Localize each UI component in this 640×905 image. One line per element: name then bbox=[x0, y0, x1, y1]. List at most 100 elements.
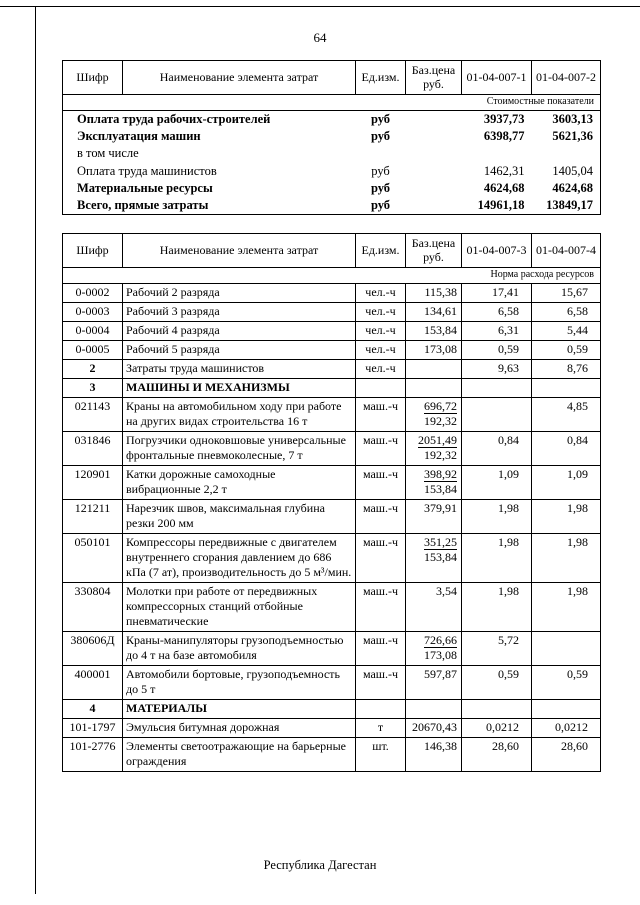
cell-unit bbox=[356, 145, 406, 162]
column-header: Шифр bbox=[62, 60, 123, 95]
cell-value-2: 0,0212 bbox=[531, 717, 601, 738]
cell-name: Эксплуатация машин bbox=[77, 129, 201, 144]
cell-price: 726,66 173,08 bbox=[405, 630, 462, 666]
table-row: Всего, прямые затраты руб 14961,18 13849,17 bbox=[63, 197, 601, 215]
cell-price bbox=[406, 180, 462, 197]
cell-value-1: 0,84 bbox=[461, 430, 532, 466]
table-row: 120901 Катки дорожные самоходные вибрацио… bbox=[62, 464, 601, 500]
table-row: 0-0005 Рабочий 5 разряда чел.-ч 173,08 0,59 0… bbox=[62, 339, 601, 360]
column-header: 01-04-007-2 bbox=[531, 60, 601, 95]
cell-price: 2051,49 192,32 bbox=[405, 430, 462, 466]
table-row: 121211 Нарезчик швов, максимальная глубин… bbox=[62, 498, 601, 534]
price-denominator: 192,32 bbox=[424, 447, 457, 462]
cell-value-2: 4624,68 bbox=[552, 180, 593, 195]
cell-value-1 bbox=[462, 145, 532, 162]
cell-value-1: 0,59 bbox=[461, 339, 532, 360]
cell-price bbox=[406, 128, 462, 145]
scan-border-left bbox=[35, 6, 36, 894]
page-number: 64 bbox=[313, 30, 327, 45]
cell-value-1: 0,59 bbox=[461, 664, 532, 700]
column-header: Шифр bbox=[62, 233, 123, 268]
cell-value-2: 13849,17 bbox=[546, 198, 593, 213]
cell-price: 20670,43 bbox=[405, 717, 462, 738]
table-row: 0-0004 Рабочий 4 разряда чел.-ч 153,84 6,31 5… bbox=[62, 320, 601, 341]
table-row: 101-2776 Элементы светоотражающие на барь… bbox=[62, 736, 601, 772]
cell-price bbox=[406, 145, 462, 162]
table-row: Оплата труда рабочих-строителей руб 3937,7… bbox=[63, 110, 601, 128]
cell-name: МАШИНЫ И МЕХАНИЗМЫ bbox=[122, 377, 356, 398]
cell-name: Автомобили бортовые, грузоподъемность до… bbox=[122, 664, 356, 700]
cell-name: Молотки при работе от передвижных компре… bbox=[122, 581, 356, 632]
table-row: 101-1797 Эмульсия битумная дорожная т 20670… bbox=[62, 717, 601, 738]
price-numerator: 398,92 bbox=[424, 466, 457, 482]
cell-value-2: 0,59 bbox=[531, 339, 601, 360]
cell-price bbox=[405, 698, 462, 719]
cell-value-1: 17,41 bbox=[461, 282, 532, 303]
subheader-row: Норма расхода ресурсов bbox=[62, 267, 601, 284]
cell-value-1: 5,72 bbox=[461, 630, 532, 666]
cell-price bbox=[406, 110, 462, 128]
cell-value-1 bbox=[461, 698, 532, 719]
cell-code: 330804 bbox=[62, 581, 123, 632]
cell-unit: руб bbox=[370, 129, 391, 144]
table-row: 021143 Краны на автомобильном ходу при ра… bbox=[62, 396, 601, 432]
resource-norms-subheader: Норма расхода ресурсов bbox=[62, 267, 601, 284]
norms-table-body: 0-0002 Рабочий 2 разряда чел.-ч 115,38 17,41… bbox=[62, 282, 601, 772]
cost-indicators-table: Шифр Наименование элемента затрат Ед.изм. Б… bbox=[62, 60, 601, 216]
price-numerator: 2051,49 bbox=[418, 432, 457, 448]
column-header: 01-04-007-1 bbox=[461, 60, 532, 95]
column-header: Баз.цена руб. bbox=[405, 233, 462, 268]
cell-price: 398,92 153,84 bbox=[405, 464, 462, 500]
norms-table-header: Шифр Наименование элемента затрат Ед.изм. Б… bbox=[62, 233, 601, 284]
table-row: 330804 Молотки при работе от передвижных … bbox=[62, 581, 601, 632]
column-header: Наименование элемента затрат bbox=[122, 60, 356, 95]
cell-value-1: 28,60 bbox=[461, 736, 532, 772]
resource-norms-table: Шифр Наименование элемента затрат Ед.изм. Б… bbox=[62, 233, 601, 772]
cell-code: 031846 bbox=[62, 430, 123, 466]
cell-value-1: 1,09 bbox=[461, 464, 532, 500]
cell-code: 0-0004 bbox=[62, 320, 123, 341]
header-row: Шифр Наименование элемента затрат Ед.изм. Б… bbox=[62, 60, 601, 95]
cost-table-header: Шифр Наименование элемента затрат Ед.изм. Б… bbox=[62, 60, 601, 111]
cell-unit: маш.-ч bbox=[355, 498, 406, 534]
column-header: Ед.изм. bbox=[355, 233, 406, 268]
cell-price: 696,72 192,32 bbox=[405, 396, 462, 432]
cell-name: Элементы светоотражающие на барьерные ог… bbox=[122, 736, 356, 772]
cell-unit: руб bbox=[370, 180, 391, 195]
cell-name: МАТЕРИАЛЫ bbox=[122, 698, 356, 719]
cell-unit: маш.-ч bbox=[355, 430, 406, 466]
cell-unit: маш.-ч bbox=[355, 532, 406, 583]
table-row: 3 МАШИНЫ И МЕХАНИЗМЫ bbox=[62, 377, 601, 398]
cell-value-1 bbox=[461, 377, 532, 398]
cell-value-2: 1,09 bbox=[531, 464, 601, 500]
cell-unit bbox=[355, 698, 406, 719]
cell-code: 0-0002 bbox=[62, 282, 123, 303]
cell-name: Рабочий 2 разряда bbox=[122, 282, 356, 303]
cell-value-1: 9,63 bbox=[461, 358, 532, 379]
table-row: Оплата труда машинистов руб 1462,31 1405,04 bbox=[63, 163, 601, 180]
cell-value-1: 6398,77 bbox=[483, 129, 525, 144]
cell-value-1: 1,98 bbox=[461, 498, 532, 534]
scan-border-top bbox=[0, 6, 640, 7]
cell-value-1: 4624,68 bbox=[483, 180, 525, 195]
page-footer: Республика Дагестан bbox=[263, 858, 377, 872]
cost-indicators-subheader: Стоимостные показатели bbox=[62, 94, 601, 111]
cell-name: Эмульсия битумная дорожная bbox=[122, 717, 356, 738]
cell-price: 351,25 153,84 bbox=[405, 532, 462, 583]
cell-unit: чел.-ч bbox=[355, 282, 406, 303]
cell-price bbox=[405, 358, 462, 379]
table-row: 400001 Автомобили бортовые, грузоподъемно… bbox=[62, 664, 601, 700]
cell-value-2: 5,44 bbox=[531, 320, 601, 341]
cell-value-1: 14961,18 bbox=[477, 198, 525, 213]
cell-price bbox=[406, 163, 462, 180]
cell-price: 379,91 bbox=[405, 498, 462, 534]
cell-value-1: 3937,73 bbox=[483, 111, 525, 126]
cell-value-2: 0,59 bbox=[531, 664, 601, 700]
cell-unit: шт. bbox=[355, 736, 406, 772]
cell-value-2: 8,76 bbox=[531, 358, 601, 379]
cell-unit bbox=[355, 377, 406, 398]
cell-name: Всего, прямые затраты bbox=[77, 198, 209, 213]
column-header: 01-04-007-3 bbox=[461, 233, 532, 268]
cell-name: Погрузчики одноковшовые универсальные фр… bbox=[122, 430, 356, 466]
cell-value-2 bbox=[531, 698, 601, 719]
